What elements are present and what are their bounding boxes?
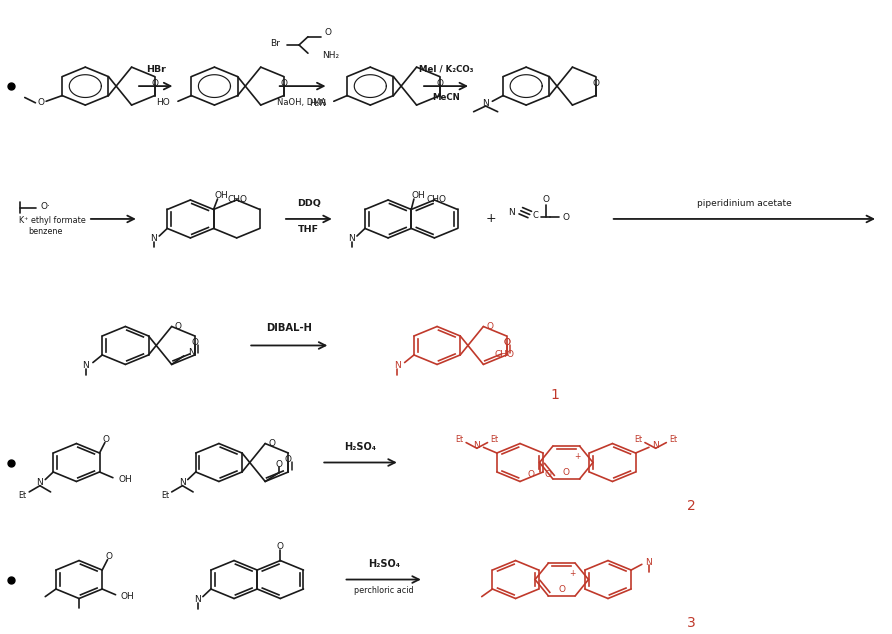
Text: OH: OH — [118, 475, 132, 484]
Text: 1: 1 — [550, 388, 559, 402]
Text: Et: Et — [490, 435, 499, 444]
Text: N: N — [179, 478, 186, 487]
Text: N: N — [394, 361, 401, 370]
Text: N: N — [188, 348, 195, 357]
Text: H₂SO₄: H₂SO₄ — [368, 559, 400, 569]
Text: H₂SO₄: H₂SO₄ — [344, 442, 376, 451]
Text: Et: Et — [669, 435, 677, 444]
Text: O: O — [37, 98, 45, 107]
Text: +: + — [569, 569, 575, 578]
Text: OH: OH — [120, 592, 135, 601]
Text: N: N — [348, 235, 355, 243]
Text: N: N — [652, 441, 659, 450]
Text: O: O — [152, 79, 158, 87]
Text: O: O — [528, 470, 535, 479]
Text: O: O — [277, 543, 284, 552]
Text: N: N — [82, 361, 89, 370]
Text: O·: O· — [40, 202, 50, 210]
Text: CHO: CHO — [227, 195, 248, 204]
Text: K⁺ ethyl formate: K⁺ ethyl formate — [19, 216, 86, 224]
Text: Br: Br — [270, 39, 280, 48]
Text: NH₂: NH₂ — [322, 51, 339, 60]
Text: 2: 2 — [687, 498, 695, 512]
Text: O: O — [191, 337, 198, 347]
Text: Et: Et — [19, 491, 27, 500]
Text: HO: HO — [156, 98, 170, 107]
Text: OH: OH — [412, 191, 425, 200]
Text: CHO: CHO — [495, 349, 515, 358]
Text: CHO: CHO — [426, 195, 447, 204]
Text: O: O — [280, 79, 287, 87]
Text: O: O — [558, 585, 566, 595]
Text: THF: THF — [298, 224, 319, 233]
Text: piperidinium acetate: piperidinium acetate — [697, 198, 792, 207]
Text: O: O — [436, 79, 443, 87]
Text: N: N — [645, 557, 652, 567]
Text: +: + — [574, 452, 580, 462]
Text: O: O — [175, 322, 182, 331]
Text: Et: Et — [161, 491, 169, 500]
Text: perchloric acid: perchloric acid — [354, 586, 414, 595]
Text: O: O — [486, 322, 493, 331]
Text: N: N — [194, 595, 201, 604]
Text: NaOH, DMA: NaOH, DMA — [277, 98, 326, 107]
Text: H₂N: H₂N — [310, 99, 326, 108]
Text: C: C — [533, 211, 538, 220]
Text: DIBAL-H: DIBAL-H — [267, 323, 312, 333]
Text: O: O — [544, 470, 551, 479]
Text: MeCN: MeCN — [432, 93, 460, 102]
Text: O: O — [285, 455, 292, 463]
Text: 3: 3 — [687, 616, 695, 630]
Text: OH: OH — [215, 191, 228, 200]
Text: N: N — [474, 441, 480, 450]
Text: O: O — [275, 460, 282, 469]
Text: O: O — [542, 195, 549, 205]
Text: benzene: benzene — [28, 227, 62, 236]
Text: Et: Et — [634, 435, 642, 444]
Text: N: N — [483, 99, 489, 108]
Text: O: O — [592, 79, 599, 87]
Text: O: O — [103, 435, 110, 444]
Text: O: O — [268, 439, 276, 448]
Text: O: O — [563, 212, 570, 221]
Text: MeI / K₂CO₃: MeI / K₂CO₃ — [418, 65, 474, 74]
Text: Et: Et — [456, 435, 464, 444]
Text: DDQ: DDQ — [297, 198, 321, 207]
Text: O: O — [563, 469, 570, 477]
Text: O: O — [325, 28, 332, 37]
Text: HBr: HBr — [145, 65, 166, 74]
Text: O: O — [105, 552, 112, 561]
Text: O: O — [503, 337, 510, 347]
Text: N: N — [508, 208, 516, 217]
Text: O: O — [503, 337, 510, 347]
Text: +: + — [485, 212, 496, 226]
Text: N: N — [151, 235, 157, 243]
Text: N: N — [37, 478, 44, 487]
